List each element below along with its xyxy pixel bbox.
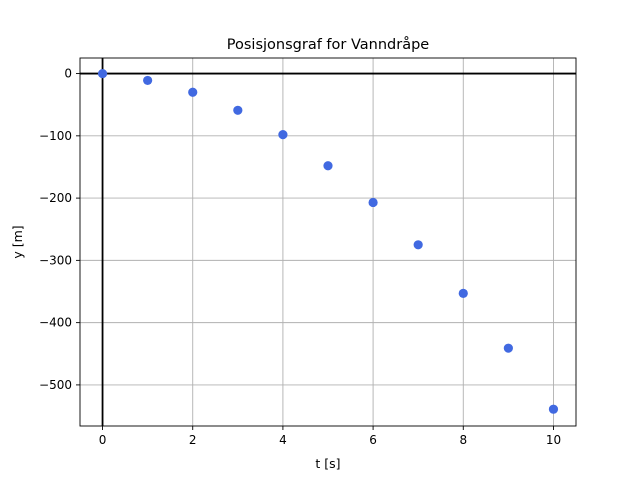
data-point	[143, 75, 153, 86]
y-axis-label: y [m]	[10, 225, 25, 258]
data-point	[278, 129, 288, 140]
x-axis-label: t [s]	[315, 456, 340, 471]
y-tick-label: −300	[39, 253, 72, 267]
x-tick-label: 2	[189, 433, 197, 447]
data-point	[97, 68, 108, 79]
data-point	[458, 288, 468, 298]
y-tick-label: −100	[39, 129, 72, 143]
data-point	[233, 105, 243, 115]
x-tick-label: 6	[369, 433, 377, 447]
x-tick-label: 10	[546, 433, 561, 447]
plot-frame	[79, 57, 577, 427]
zero-lines	[80, 58, 576, 426]
data-point	[413, 240, 423, 250]
data-point	[323, 161, 333, 171]
x-tick-label: 4	[279, 433, 287, 447]
y-tick-label: −400	[39, 316, 72, 330]
x-tick-label: 8	[459, 433, 467, 447]
y-tick-label: −500	[39, 378, 72, 392]
y-tick-label: −200	[39, 191, 72, 205]
data-point	[548, 404, 559, 414]
axis-ticks: 0 2 4 6 8 10 0 −100 −200 −300 −400 −500	[39, 67, 561, 447]
data-point	[188, 87, 198, 97]
y-tick-label: 0	[64, 67, 72, 81]
chart-title: Posisjonsgraf for Vanndråpe	[227, 36, 430, 53]
data-points	[97, 68, 559, 414]
x-tick-label: 0	[99, 433, 107, 447]
data-point	[368, 197, 378, 208]
data-point	[503, 343, 513, 353]
